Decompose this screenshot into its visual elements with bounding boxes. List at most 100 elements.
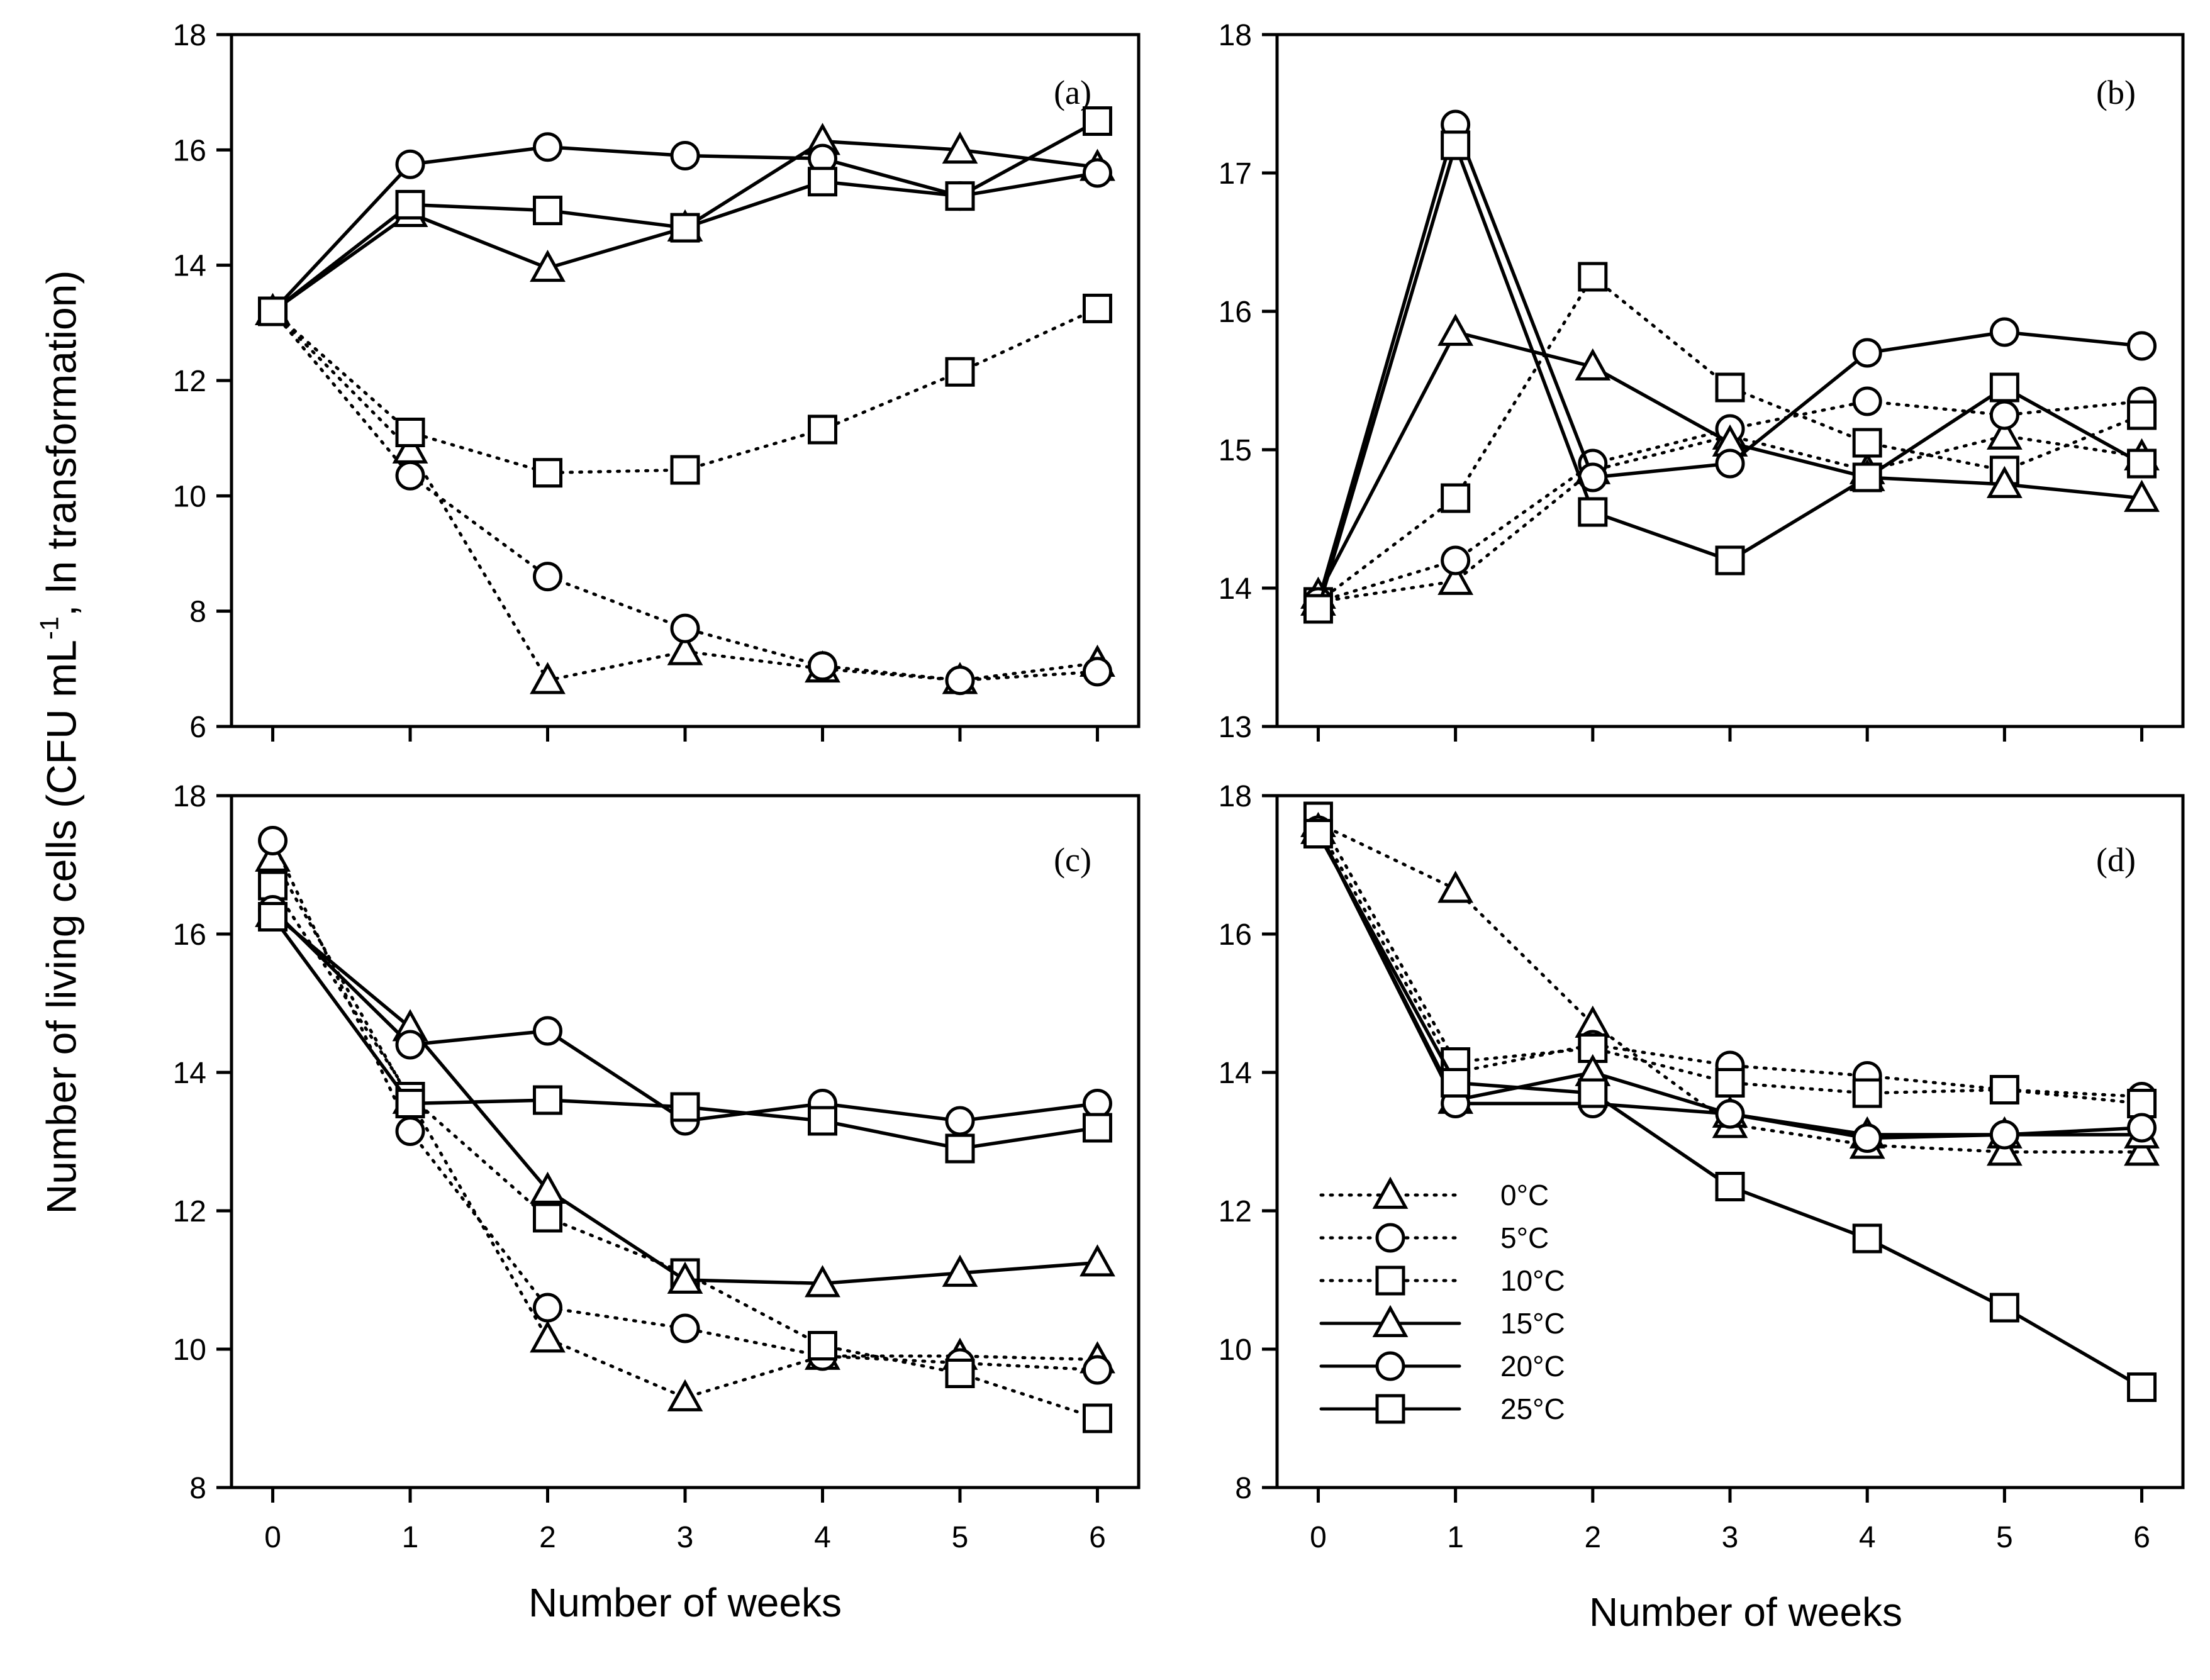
data-point [258,902,288,932]
x-tick-label: 4 [1859,1521,1876,1554]
y-tick-label: 10 [173,1333,206,1367]
data-point [2127,1372,2157,1402]
y-tick-label: 8 [189,596,206,629]
data-point [530,249,566,282]
series-5c [1303,386,2157,617]
data-point [1082,1403,1112,1433]
series-25c [258,902,1112,1164]
chart-panel-a: 6 8 10 12 14 16 18 (a) [173,19,1141,744]
x-tick-label: 2 [539,1521,556,1554]
series-line [271,306,1099,475]
data-point [1715,372,1745,403]
y-tick-label: 14 [173,1057,206,1090]
y-tick-label: 18 [173,780,206,813]
data-point [1082,106,1112,136]
y-tick-label: 18 [1219,780,1252,813]
data-point [1437,871,1474,903]
series-5c [258,296,1112,696]
data-point [1989,400,2019,430]
data-point [2127,448,2157,479]
data-point [1441,545,1471,576]
legend: 0°C 5°C 10°C 15°C 20°C 25°C [1319,1176,1565,1425]
data-point [1575,348,1611,381]
data-point [807,414,837,445]
y-tick-label: 14 [173,250,206,283]
data-point [258,826,288,855]
series-10c [258,871,1112,1433]
x-tick-label: 3 [1722,1521,1739,1554]
y-tick-label: 8 [1235,1472,1252,1505]
data-point [1986,417,2023,450]
data-point [533,562,563,592]
data-point [1082,158,1112,188]
data-point [395,149,425,179]
legend-label: 10°C [1500,1264,1565,1297]
y-tick-label: 14 [1219,572,1252,606]
plot-frame [1275,794,2185,1489]
y-tick-label: 10 [1219,1333,1252,1367]
data-point [533,1085,563,1115]
data-point [533,132,563,162]
series-25c [258,106,1112,326]
data-point [1080,1244,1115,1277]
data-point [807,651,837,681]
legend-label: 0°C [1500,1179,1549,1211]
data-point [2124,1133,2160,1166]
data-point [1441,130,1471,160]
data-point [395,1116,425,1146]
data-point [670,613,700,643]
legend-label: 5°C [1500,1221,1549,1254]
data-point [1989,1120,2019,1150]
x-tick-label: 5 [1996,1521,2013,1554]
data-point [1852,1223,1882,1254]
series-25c [1303,819,2157,1402]
data-point [1989,1293,2019,1323]
data-point [1715,545,1745,576]
series-15c [1300,811,2160,1149]
y-tick-label: 12 [173,365,206,398]
data-point [395,460,425,491]
y-tick-label: 16 [173,134,206,167]
data-point [1852,1078,1882,1108]
data-point [945,181,975,211]
panel-label: (c) [1054,841,1091,879]
data-point [1437,562,1474,595]
data-point [1578,262,1608,292]
x-tick-label: 2 [1584,1521,1601,1554]
legend-marker-circle [1375,1223,1405,1253]
data-point [533,1203,563,1233]
data-point [1715,1068,1745,1098]
y-tick-label: 12 [1219,1195,1252,1228]
data-point [667,633,703,665]
data-point [533,196,563,226]
data-point [2127,1089,2157,1118]
data-point [945,357,975,387]
data-point [670,455,700,485]
data-point [1989,372,2019,403]
y-tick-label: 14 [1219,1057,1252,1090]
data-point [1082,1113,1112,1143]
x-tick-label: 3 [677,1521,694,1554]
series-10c [258,293,1112,488]
data-point [807,1331,837,1360]
x-axis-title: Number of weeks [528,1580,842,1625]
x-axis-title: Number of weeks [1589,1589,1902,1635]
y-tick-label: 13 [1219,711,1252,744]
data-point [1082,293,1112,323]
x-tick-label: 6 [2133,1521,2150,1554]
data-point [1578,497,1608,527]
y-tick-label: 6 [189,711,206,744]
data-point [258,296,288,326]
data-point [258,871,288,901]
data-point [1715,1099,1745,1129]
data-point [2127,331,2157,361]
data-point [667,1261,703,1294]
panel-label: (d) [2096,841,2136,879]
data-point [1578,1078,1608,1108]
data-point [945,1359,975,1388]
data-point [807,167,837,197]
data-point [1715,1172,1745,1201]
data-point [1303,594,1333,624]
legend-label: 20°C [1500,1350,1565,1382]
